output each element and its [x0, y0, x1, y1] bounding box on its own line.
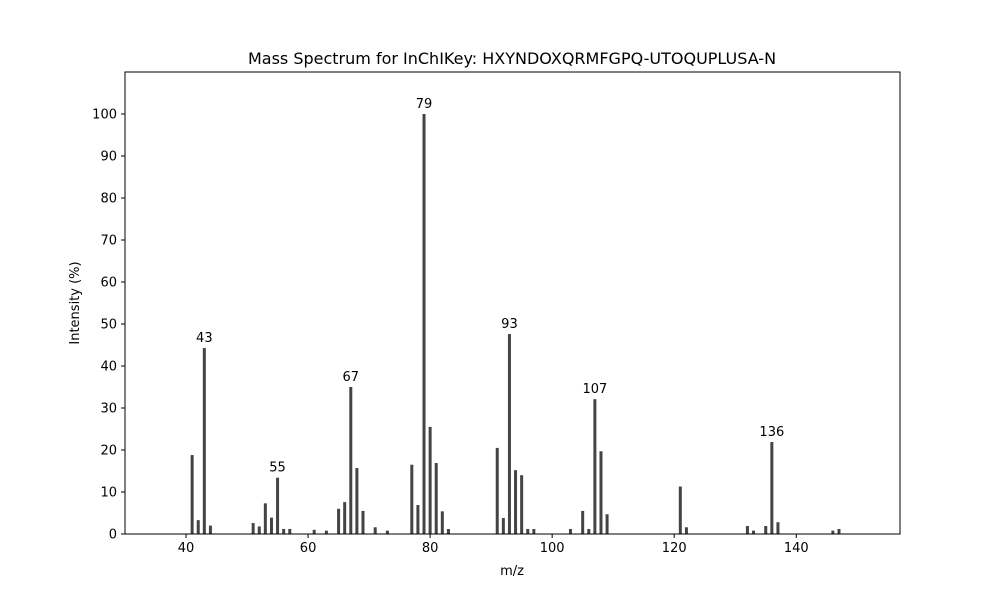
peak-bar-mz-66	[343, 502, 347, 534]
peak-bar-mz-55	[276, 477, 280, 534]
y-axis: 0 10 20 30 40 50 60 70 80 90 100	[92, 108, 125, 543]
peak-bar-mz-146	[831, 530, 835, 534]
peak-bar-mz-136	[770, 442, 774, 534]
y-tick-label-40: 40	[100, 360, 117, 375]
peak-bar-mz-122	[684, 527, 688, 534]
peak-bar-mz-77	[410, 464, 414, 534]
peak-bar-mz-81	[434, 463, 438, 534]
peak-bar-mz-73	[385, 530, 389, 534]
peak-bar-mz-57	[288, 528, 292, 534]
peak-bar-mz-69	[361, 510, 365, 534]
peak-label-79: 79	[416, 97, 433, 112]
plot-frame	[124, 71, 901, 535]
peak-bar-mz-78	[416, 505, 420, 534]
peak-bar-mz-68	[355, 468, 359, 534]
peak-label-43: 43	[196, 331, 213, 346]
peak-bar-mz-83	[446, 528, 450, 534]
peak-bar-mz-54	[269, 517, 273, 534]
peak-bar-mz-79	[422, 114, 426, 534]
peak-bar-mz-42	[196, 520, 200, 534]
y-tick-label-20: 20	[100, 444, 117, 459]
y-tick-label-50: 50	[100, 318, 117, 333]
peak-label-107: 107	[582, 382, 607, 397]
x-tick-label-140: 140	[784, 541, 809, 556]
peak-bar-mz-105	[581, 510, 585, 534]
peak-bar-mz-43	[202, 347, 206, 534]
chart-title: Mass Spectrum for InChIKey: HXYNDOXQRMFG…	[248, 49, 776, 68]
x-tick-label-60: 60	[300, 541, 317, 556]
y-tick-label-30: 30	[100, 402, 117, 417]
peak-bar-mz-133	[752, 530, 756, 534]
peak-bar-mz-63	[324, 530, 328, 534]
peak-bar-mz-61	[312, 529, 316, 534]
peak-labels-group: 43 55 67 79 93 107 136	[196, 97, 784, 476]
peak-bar-mz-91	[495, 447, 499, 534]
peak-bar-mz-147	[837, 528, 841, 534]
x-axis: 40 60 80 100 120 140	[178, 534, 809, 556]
peak-bar-mz-71	[373, 527, 377, 534]
peak-bar-mz-53	[263, 503, 267, 534]
bars-group	[190, 114, 841, 534]
peak-bar-mz-51	[251, 523, 255, 534]
peak-bar-mz-106	[587, 528, 591, 534]
x-axis-label: m/z	[500, 564, 524, 579]
peak-bar-mz-93	[507, 334, 511, 534]
y-tick-label-10: 10	[100, 486, 117, 501]
peak-bar-mz-108	[599, 451, 603, 534]
peak-bar-mz-80	[428, 426, 432, 534]
peak-label-55: 55	[269, 461, 286, 476]
peak-bar-mz-109	[605, 514, 609, 534]
peak-bar-mz-41	[190, 455, 194, 534]
peak-bar-mz-103	[568, 528, 572, 534]
peak-bar-mz-135	[764, 526, 768, 534]
y-tick-label-60: 60	[100, 276, 117, 291]
y-tick-label-90: 90	[100, 150, 117, 165]
peak-bar-mz-121	[678, 486, 682, 534]
x-tick-label-120: 120	[662, 541, 687, 556]
peak-bar-mz-44	[208, 525, 212, 534]
y-tick-label-80: 80	[100, 192, 117, 207]
peak-bar-mz-96	[526, 528, 530, 534]
peak-label-136: 136	[759, 425, 784, 440]
peak-bar-mz-137	[776, 522, 780, 534]
peak-bar-mz-107	[593, 399, 597, 534]
peak-bar-mz-67	[349, 387, 353, 534]
peak-bar-mz-92	[501, 518, 505, 534]
peak-label-67: 67	[343, 370, 360, 385]
y-axis-label: Intensity (%)	[68, 261, 83, 344]
peak-bar-mz-132	[745, 526, 749, 534]
peak-bar-mz-65	[337, 508, 341, 534]
x-tick-label-100: 100	[540, 541, 565, 556]
x-tick-label-80: 80	[422, 541, 439, 556]
peak-bar-mz-94	[514, 470, 518, 534]
x-tick-label-40: 40	[178, 541, 195, 556]
y-tick-label-70: 70	[100, 234, 117, 249]
peak-bar-mz-95	[520, 475, 524, 534]
y-tick-label-100: 100	[92, 108, 117, 123]
y-tick-label-0: 0	[109, 528, 117, 543]
peak-label-93: 93	[501, 317, 518, 332]
peak-bar-mz-97	[532, 528, 536, 534]
peak-bar-mz-82	[440, 511, 444, 534]
peak-bar-mz-52	[257, 526, 261, 534]
peak-bar-mz-56	[282, 528, 286, 534]
